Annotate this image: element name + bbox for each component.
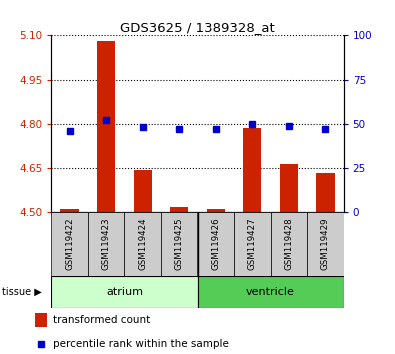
Text: GSM119425: GSM119425 [175, 217, 184, 270]
Text: GSM119423: GSM119423 [102, 217, 111, 270]
Bar [51, 212, 88, 276]
Title: GDS3625 / 1389328_at: GDS3625 / 1389328_at [120, 21, 275, 34]
Bar [198, 212, 234, 276]
Bar [51, 276, 198, 308]
Bar [60, 210, 79, 212]
Bar [207, 210, 225, 212]
Text: tissue ▶: tissue ▶ [2, 287, 42, 297]
Bar [170, 206, 188, 212]
Bar [280, 164, 298, 212]
Bar [271, 212, 307, 276]
Bar [307, 212, 344, 276]
Text: ventricle: ventricle [246, 287, 295, 297]
Bar [35, 313, 47, 327]
Bar [243, 128, 261, 212]
Text: atrium: atrium [106, 287, 143, 297]
Text: GSM119422: GSM119422 [65, 217, 74, 270]
Bar [88, 212, 124, 276]
Bar [234, 212, 271, 276]
Bar [316, 173, 335, 212]
Bar [198, 276, 344, 308]
Bar [134, 170, 152, 212]
Text: percentile rank within the sample: percentile rank within the sample [53, 339, 229, 349]
Bar [161, 212, 198, 276]
Text: GSM119428: GSM119428 [284, 217, 293, 270]
Bar [97, 41, 115, 212]
Text: GSM119426: GSM119426 [211, 217, 220, 270]
Bar [124, 212, 161, 276]
Text: GSM119427: GSM119427 [248, 217, 257, 270]
Text: transformed count: transformed count [53, 315, 151, 325]
Text: GSM119429: GSM119429 [321, 217, 330, 270]
Text: GSM119424: GSM119424 [138, 217, 147, 270]
